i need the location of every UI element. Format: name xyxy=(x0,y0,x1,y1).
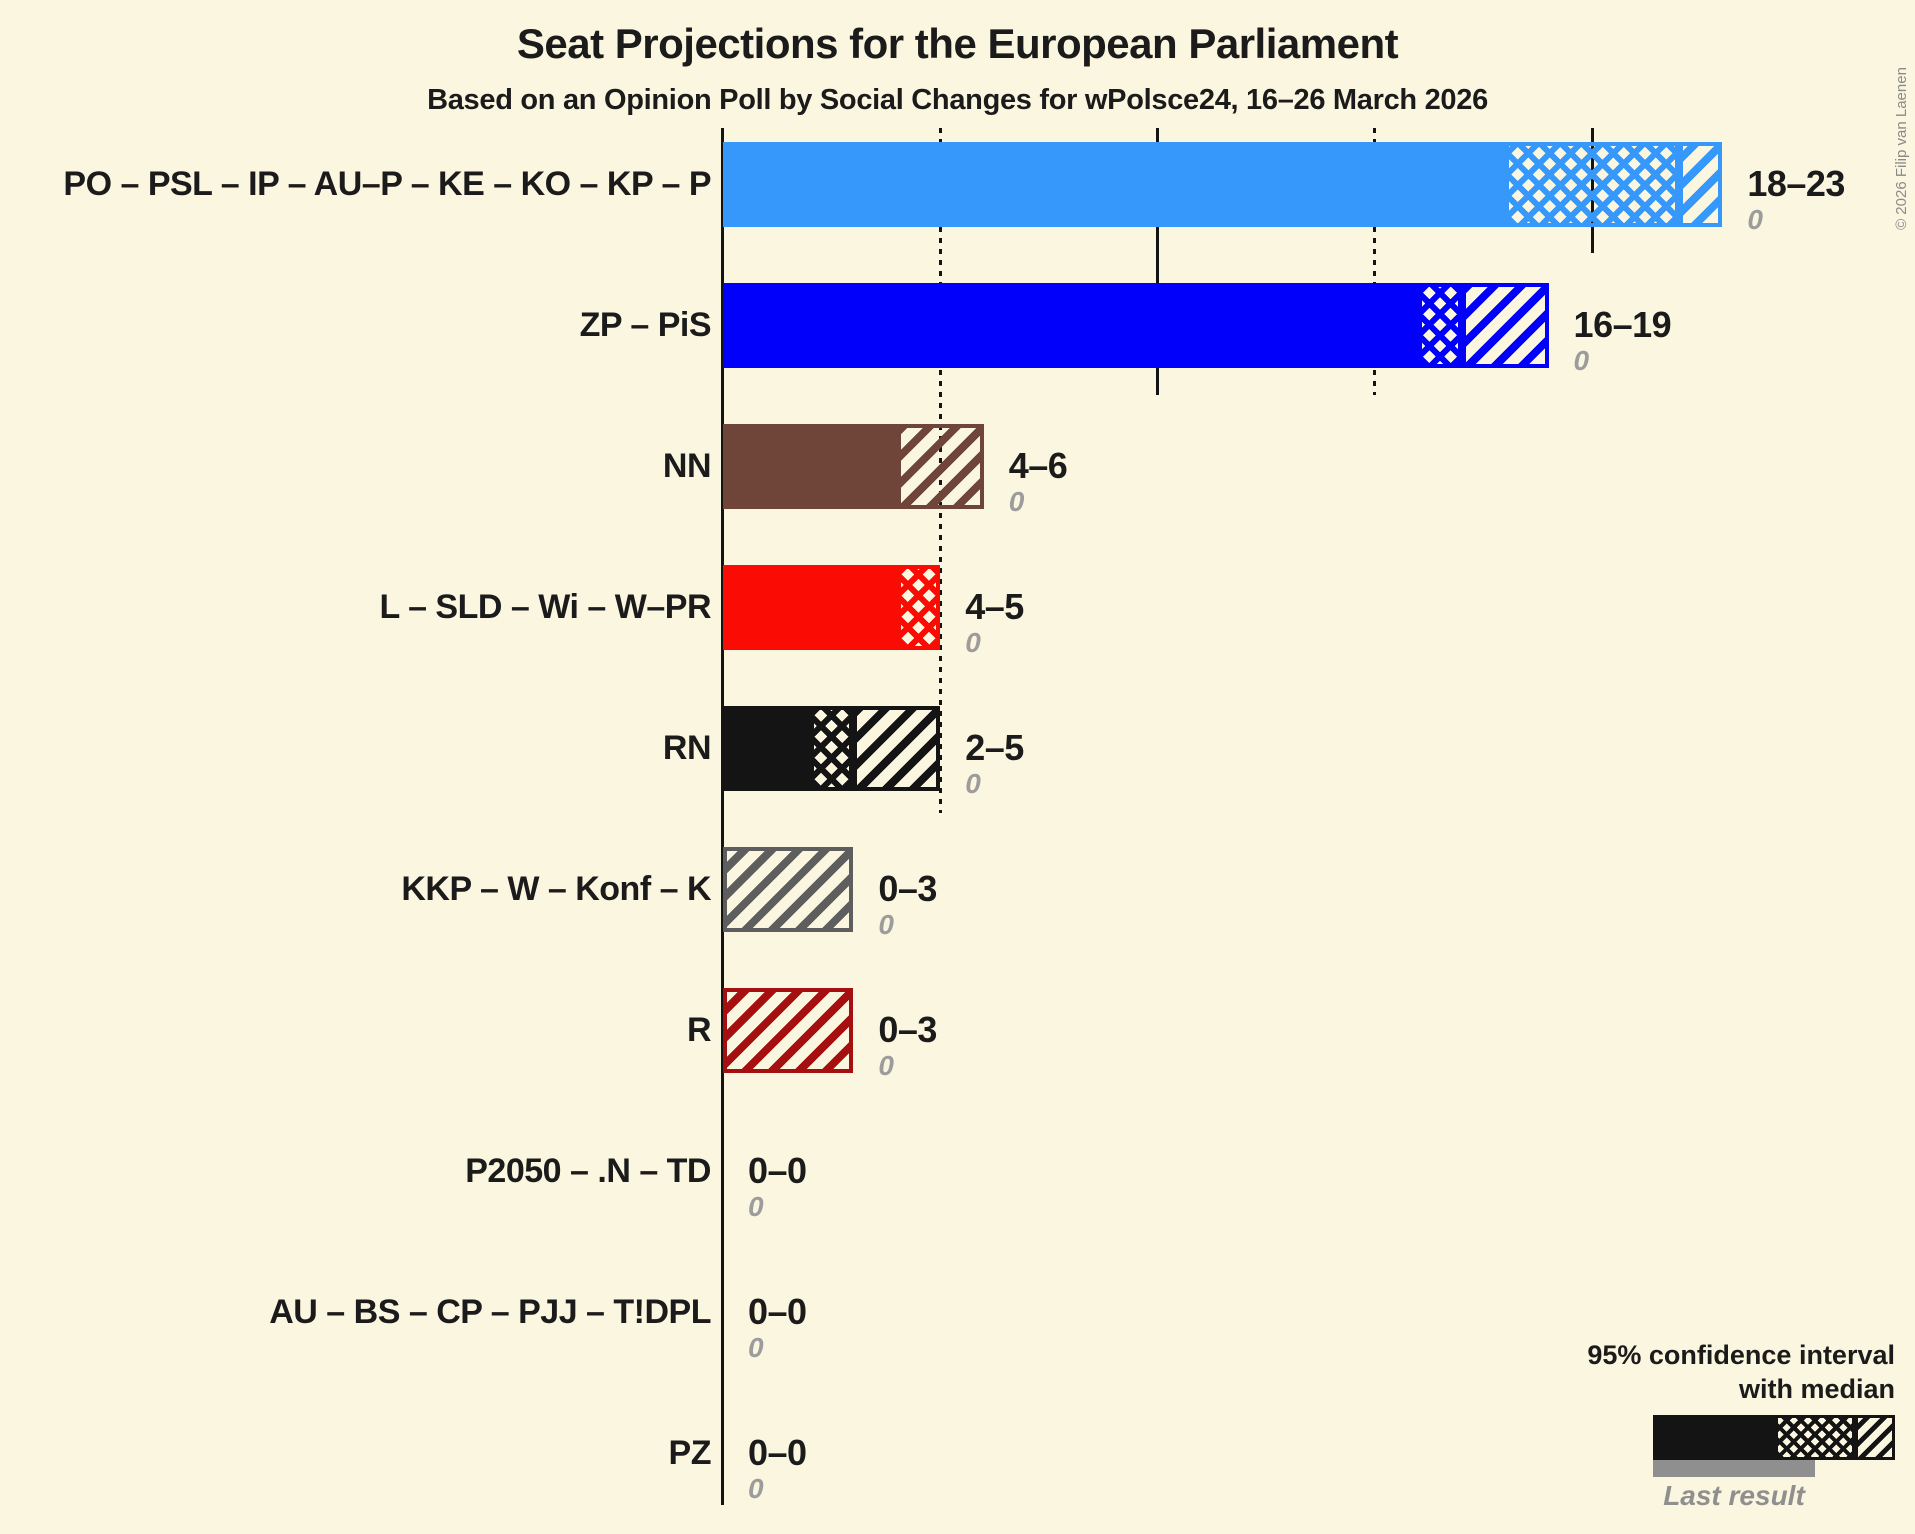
bar-segment-below-ci xyxy=(723,141,1506,227)
bar-segment-low-to-median xyxy=(896,564,941,650)
bar-segment-median-to-high xyxy=(723,987,854,1073)
legend-sample-diagonal-segment xyxy=(1855,1415,1895,1460)
seat-range-value: 0–0 xyxy=(748,1291,807,1332)
confidence-interval-bar xyxy=(723,705,941,791)
party-label: ZP – PiS xyxy=(579,306,712,344)
last-result-value: 0 xyxy=(965,627,981,658)
confidence-interval-bar xyxy=(723,987,854,1073)
last-result-value: 0 xyxy=(878,909,894,940)
last-result-value: 0 xyxy=(748,1473,764,1504)
bar-segment-below-ci xyxy=(723,705,810,791)
legend-sample-bar xyxy=(1653,1415,1895,1460)
last-result-value: 0 xyxy=(878,1050,894,1081)
party-label: PO – PSL – IP – AU–P – KE – KO – KP – P xyxy=(63,165,711,203)
confidence-interval-bar xyxy=(723,423,984,509)
seat-range-value: 18–23 xyxy=(1747,163,1845,204)
party-label: PZ xyxy=(668,1434,712,1472)
party-label: R xyxy=(686,1011,712,1049)
last-result-value: 0 xyxy=(748,1191,764,1222)
party-label: L – SLD – Wi – W–PR xyxy=(379,588,711,626)
bar-segment-below-ci xyxy=(723,282,1419,368)
seat-range-value: 0–0 xyxy=(748,1150,807,1191)
copyright-notice: © 2026 Filip van Laenen xyxy=(1892,66,1910,230)
last-result-value: 0 xyxy=(965,768,981,799)
seat-range-value: 4–5 xyxy=(965,586,1024,627)
bar-segment-median-to-high xyxy=(1461,282,1549,368)
legend-sample-crosshatch-segment xyxy=(1775,1415,1855,1460)
party-label: AU – BS – CP – PJJ – T!DPL xyxy=(269,1293,711,1331)
legend-sample-solid-segment xyxy=(1653,1415,1775,1460)
last-result-value: 0 xyxy=(1573,345,1590,376)
seat-range-value: 16–19 xyxy=(1573,304,1672,345)
bar-segment-median-to-high xyxy=(896,423,984,509)
confidence-interval-bar xyxy=(723,564,941,650)
gridline-15-seats xyxy=(1373,128,1377,395)
bar-segment-median-to-high xyxy=(1678,141,1723,227)
bar-segment-below-ci xyxy=(723,423,897,509)
bar-segment-low-to-median xyxy=(1505,141,1679,227)
last-result-value: 0 xyxy=(1747,204,1763,235)
party-label: KKP – W – Konf – K xyxy=(401,870,711,908)
confidence-interval-bar xyxy=(723,141,1723,227)
chart-title: Seat Projections for the European Parlia… xyxy=(516,20,1399,67)
seat-range-value: 0–3 xyxy=(878,1009,937,1050)
bar-segment-low-to-median xyxy=(809,705,854,791)
bar-segment-below-ci xyxy=(723,564,897,650)
bar-segment-median-to-high xyxy=(853,705,941,791)
bar-segment-median-to-high xyxy=(723,846,854,932)
bar-segment-low-to-median xyxy=(1418,282,1462,368)
seat-range-value: 0–0 xyxy=(748,1432,807,1473)
last-result-value: 0 xyxy=(1008,486,1025,517)
chart-subtitle: Based on an Opinion Poll by Social Chang… xyxy=(427,84,1488,116)
legend-ci-label-line2: with median xyxy=(1738,1374,1895,1404)
confidence-interval-bar xyxy=(723,282,1549,368)
confidence-interval-bar xyxy=(723,846,854,932)
legend-last-result-bar xyxy=(1653,1460,1815,1477)
last-result-value: 0 xyxy=(748,1332,764,1363)
party-label: RN xyxy=(662,729,712,767)
seat-range-value: 2–5 xyxy=(965,727,1024,768)
y-axis-line xyxy=(721,128,724,1505)
legend-last-result-label: Last result xyxy=(1663,1480,1805,1511)
party-label: NN xyxy=(662,447,712,485)
seat-range-value: 0–3 xyxy=(878,868,937,909)
party-label: P2050 – .N – TD xyxy=(465,1152,711,1190)
legend-ci-label-line1: 95% confidence interval xyxy=(1587,1340,1895,1370)
gridline-10-seats xyxy=(1156,128,1159,395)
seat-range-value: 4–6 xyxy=(1008,445,1068,486)
